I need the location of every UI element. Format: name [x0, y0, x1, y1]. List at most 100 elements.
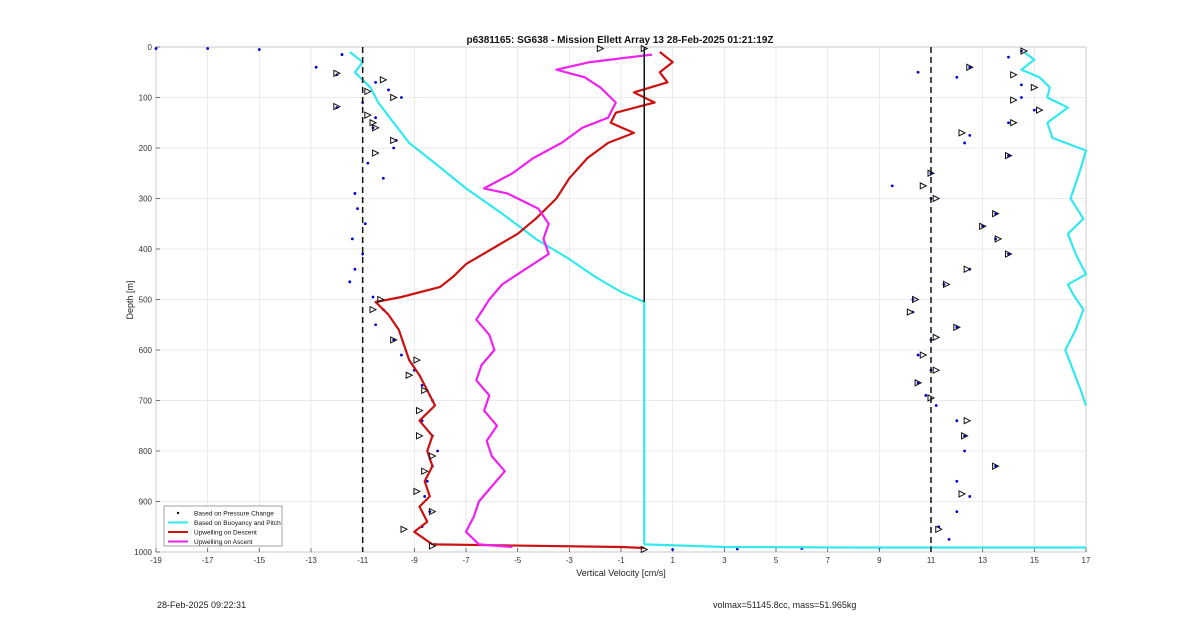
grid	[155, 46, 1087, 553]
series-upwelling-on-ascent	[464, 53, 653, 549]
data-point	[363, 222, 367, 226]
triangle-marker	[958, 490, 967, 498]
y-tick-label: 500	[139, 296, 153, 305]
y-tick-label: 0	[148, 43, 153, 52]
data-point	[1032, 108, 1036, 112]
data-point	[916, 70, 920, 74]
legend-label: Upwelling on Ascent	[194, 539, 253, 546]
triangle-marker	[932, 366, 941, 375]
data-point	[348, 280, 352, 284]
triangle-marker	[943, 280, 951, 289]
y-ticks: 0 100 200 300 400 500 600 700 800 900 1000	[134, 43, 160, 557]
triangle-marker	[1005, 250, 1013, 258]
data-point	[374, 323, 377, 327]
data-point	[154, 47, 158, 50]
triangle-marker	[369, 118, 378, 127]
data-point	[963, 141, 966, 145]
data-point	[381, 176, 385, 180]
data-point	[947, 537, 951, 541]
triangle-marker	[333, 102, 341, 111]
data-point	[924, 394, 928, 397]
data-point	[955, 419, 959, 423]
y-tick-label: 600	[139, 346, 153, 355]
triangle-marker	[1020, 47, 1029, 55]
data-point	[361, 252, 365, 256]
data-point	[420, 383, 424, 387]
x-tick-label: 11	[927, 556, 936, 565]
triangle-marker	[919, 182, 928, 190]
data-point	[400, 353, 403, 357]
x-tick-label: -9	[411, 556, 419, 565]
y-tick-label: 900	[139, 498, 153, 507]
triangle-marker	[413, 487, 422, 496]
x-tick-label: -15	[254, 556, 266, 565]
triangle-marker	[958, 129, 967, 137]
data-point	[955, 479, 959, 483]
triangle-marker	[364, 111, 372, 119]
data-point	[425, 479, 429, 483]
triangle-marker	[372, 149, 380, 157]
x-tick-label: 5	[774, 556, 779, 565]
triangle-marker	[421, 386, 429, 395]
y-tick-label: 700	[139, 397, 153, 406]
triangle-marker	[413, 356, 422, 364]
data-point	[1007, 121, 1010, 125]
triangle-marker	[428, 452, 437, 460]
y-tick-label: 200	[139, 144, 153, 153]
series-line	[1020, 51, 1088, 406]
data-point	[1020, 96, 1023, 99]
y-tick-label: 400	[139, 245, 153, 254]
triangle-marker	[333, 69, 341, 78]
x-ticks: -19 -17 -15 -13 -11 -9 -7 -5 -3 -1 1 3 5 7 9 11 13 15 17	[150, 548, 1091, 565]
data-point	[400, 96, 403, 99]
triangle-marker	[961, 432, 969, 440]
series-buoyancy-and-pitch-ascent-	[1020, 51, 1088, 406]
triangle-marker	[390, 336, 398, 344]
triangle-marker	[1010, 118, 1018, 127]
triangle-marker	[992, 462, 1000, 470]
triangle-marker	[912, 295, 920, 304]
x-tick-label: -3	[566, 556, 574, 565]
data-point	[371, 295, 375, 299]
triangle-marker	[596, 44, 605, 53]
data-point	[1020, 83, 1023, 87]
triangle-marker	[640, 545, 649, 554]
triangle-marker	[428, 542, 437, 550]
triangle-marker	[400, 525, 409, 534]
x-tick-label: 7	[825, 556, 830, 565]
y-tick-label: 100	[139, 94, 153, 103]
data-point	[366, 161, 370, 165]
triangle-marker	[932, 333, 941, 342]
legend-box	[163, 505, 283, 547]
data-point	[314, 65, 318, 69]
legend: Based on Pressure Change Based on Buoyanc…	[163, 505, 283, 547]
data-point	[423, 495, 427, 498]
x-tick-label: -1	[617, 556, 625, 565]
legend-label: Upwelling on Descent	[194, 529, 257, 536]
series-line	[374, 51, 674, 550]
marker-layer	[333, 44, 1044, 554]
triangle-marker	[1030, 83, 1039, 92]
data-point	[387, 88, 390, 92]
data-point	[955, 510, 959, 513]
x-tick-label: 9	[877, 556, 882, 565]
x-tick-label: -13	[305, 556, 317, 565]
data-point	[968, 495, 972, 498]
y-tick-label: 300	[139, 195, 153, 204]
triangle-marker	[405, 371, 414, 380]
triangle-marker	[390, 136, 398, 145]
data-point	[934, 404, 938, 407]
x-tick-label: 15	[1030, 556, 1039, 565]
triangle-marker	[919, 351, 928, 359]
series-line	[349, 51, 1086, 549]
y-tick-label: 1000	[134, 548, 152, 557]
data-point	[356, 207, 359, 211]
data-point	[374, 80, 377, 84]
y-axis-label: Depth [m]	[125, 280, 135, 319]
footer-timestamp: 28-Feb-2025 09:22:31	[157, 600, 247, 610]
series-upwelling-on-descent	[374, 51, 674, 550]
triangle-marker	[428, 507, 437, 516]
data-point	[968, 133, 972, 137]
data-point	[671, 548, 675, 551]
data-point	[340, 53, 344, 56]
